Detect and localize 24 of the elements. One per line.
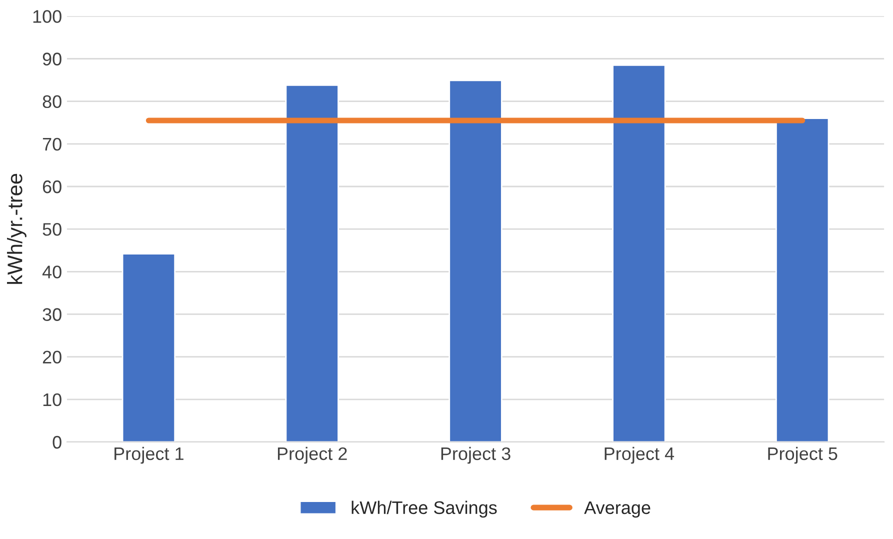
y-tick-label: 20 <box>42 350 62 364</box>
y-tick-label: 0 <box>52 436 62 449</box>
bar <box>448 80 502 442</box>
y-tick-label: 50 <box>42 223 62 236</box>
x-tick-label: Project 4 <box>604 446 674 464</box>
x-tick-label: Project 1 <box>114 446 184 464</box>
y-axis-title: kWh/yr.-tree <box>7 174 26 284</box>
y-tick-label: 90 <box>42 52 62 66</box>
legend-label: Average <box>584 501 650 518</box>
bar <box>285 84 339 442</box>
bar <box>776 118 830 442</box>
x-tick-label: Project 5 <box>768 446 838 464</box>
y-tick-label: 80 <box>42 95 62 108</box>
y-tick-label: 60 <box>42 180 62 194</box>
bar <box>612 64 666 442</box>
y-tick-label: 70 <box>42 138 62 151</box>
x-tick-label: Project 2 <box>278 446 347 464</box>
y-tick-label: 100 <box>33 10 62 23</box>
x-tick-label: Project 3 <box>441 446 510 464</box>
y-tick-label: 40 <box>42 266 62 278</box>
y-tick-label: 30 <box>42 308 62 321</box>
bar <box>122 253 176 442</box>
y-tick-label: 10 <box>43 393 62 406</box>
legend-label: kWh/Tree Savings <box>352 500 497 518</box>
